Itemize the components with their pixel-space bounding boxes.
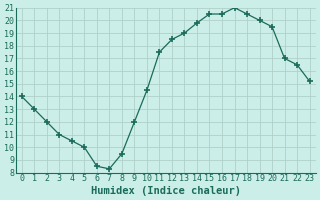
X-axis label: Humidex (Indice chaleur): Humidex (Indice chaleur): [91, 186, 241, 196]
